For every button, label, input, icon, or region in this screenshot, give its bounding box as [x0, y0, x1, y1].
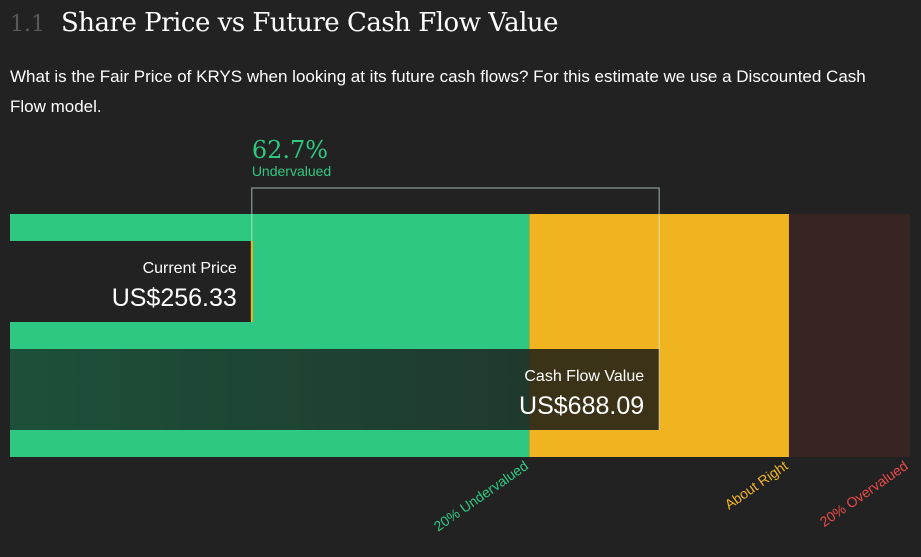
section-number: 1.1 — [10, 12, 45, 37]
discount-bracket — [251, 187, 660, 430]
current-price-label: Current Price — [143, 260, 237, 277]
zone-label-overvalued: 20% Overvalued — [817, 457, 911, 529]
zone-overvalued-bar — [788, 214, 910, 457]
discount-percent: 62.7% — [252, 136, 328, 164]
cash-flow-value-amount: US$688.09 — [519, 392, 644, 420]
section-title: Share Price vs Future Cash Flow Value — [61, 8, 559, 38]
current-price-bar — [10, 241, 252, 322]
section-description: What is the Fair Price of KRYS when look… — [10, 67, 866, 116]
current-price-value: US$256.33 — [112, 284, 237, 312]
cash-flow-value-overlay — [529, 349, 660, 430]
cash-flow-value-label: Cash Flow Value — [524, 368, 644, 385]
section-header: 1.1 Share Price vs Future Cash Flow Valu… — [10, 8, 559, 38]
discount-label: Undervalued — [252, 163, 331, 179]
zone-label-undervalued: 20% Undervalued — [431, 457, 531, 534]
zone-label-about-right: About Right — [722, 457, 791, 512]
